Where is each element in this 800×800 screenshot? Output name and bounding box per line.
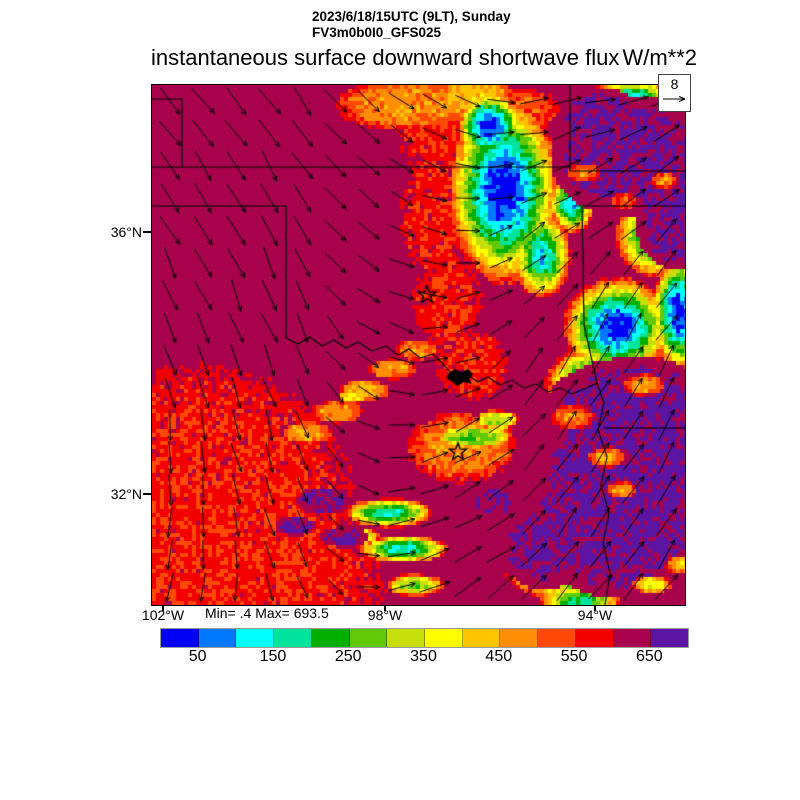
colorbar-segment <box>651 629 689 647</box>
colorbar-tick-label: 350 <box>410 648 437 665</box>
plot-title: instantaneous surface downward shortwave… <box>151 45 620 70</box>
colorbar-segment <box>274 629 312 647</box>
y-axis-tick <box>143 493 151 495</box>
colorbar-segment <box>161 629 199 647</box>
colorbar-segment <box>575 629 614 647</box>
y-tick-label-32n: 32°N <box>110 486 142 502</box>
colorbar-tick-label: 150 <box>259 648 287 665</box>
colorbar-segment <box>462 629 501 647</box>
x-axis-tick <box>384 605 386 611</box>
x-tick-label-94w: 94°W <box>577 607 613 623</box>
colorbar-tick-label: 250 <box>334 648 362 665</box>
valid-time-header: 2023/6/18/15UTC (9LT), Sunday <box>312 9 511 24</box>
colorbar-segment <box>613 629 652 647</box>
colorbar-tick-label: 550 <box>560 648 588 665</box>
colorbar-segment <box>198 629 237 647</box>
min-max-label: Min= .4 Max= 693.5 <box>205 605 329 621</box>
colorbar <box>160 628 689 648</box>
wind-reference-box: 8 <box>658 74 691 112</box>
x-axis-tick <box>162 605 164 611</box>
plot-units-label: W/m**2 <box>622 45 697 70</box>
colorbar-segment <box>538 629 576 647</box>
colorbar-segment <box>425 629 463 647</box>
x-tick-label-98w: 98°W <box>367 607 403 623</box>
x-axis-tick <box>594 605 596 611</box>
colorbar-segment <box>387 629 426 647</box>
y-axis-tick <box>143 231 151 233</box>
colorbar-tick-label: 50 <box>188 648 207 665</box>
wind-reference-value: 8 <box>670 76 679 92</box>
colorbar-tick-label: 450 <box>485 648 513 665</box>
colorbar-segment <box>311 629 350 647</box>
colorbar-segment <box>236 629 275 647</box>
model-name-header: FV3m0b0I0_GFS025 <box>312 25 442 40</box>
y-tick-label-36n: 36°N <box>110 224 142 240</box>
map-frame <box>151 84 686 606</box>
wind-reference-arrow-icon <box>663 96 686 102</box>
colorbar-segment <box>500 629 539 647</box>
flux-map-canvas <box>152 85 685 605</box>
colorbar-tick-label: 650 <box>635 648 663 665</box>
colorbar-segment <box>349 629 388 647</box>
x-tick-label-102w: 102°W <box>141 607 185 623</box>
